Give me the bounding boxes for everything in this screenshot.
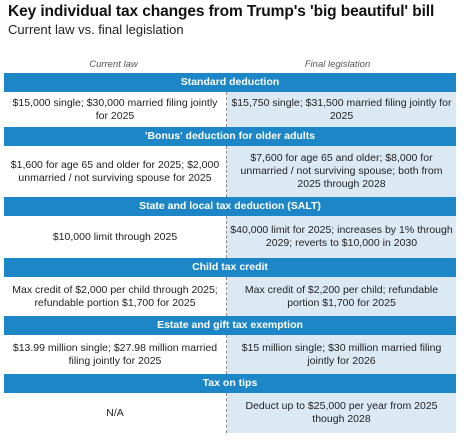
table-row: $15,000 single; $30,000 married filing j… — [4, 92, 456, 127]
page-subtitle: Current law vs. final legislation — [8, 22, 184, 37]
section-header-salt: State and local tax deduction (SALT) — [4, 197, 456, 216]
final-legislation-cell: $40,000 limit for 2025; increases by 1% … — [227, 216, 456, 258]
final-legislation-cell: Deduct up to $25,000 per year from 2025 … — [227, 393, 456, 433]
comparison-table: Standard deduction $15,000 single; $30,0… — [4, 73, 456, 433]
section-header-tax-on-tips: Tax on tips — [4, 374, 456, 393]
final-legislation-cell: Max credit of $2,200 per child; refundab… — [227, 277, 456, 316]
page-title: Key individual tax changes from Trump's … — [8, 3, 435, 20]
section-header-estate-gift-tax: Estate and gift tax exemption — [4, 316, 456, 335]
table-row: $10,000 limit through 2025 $40,000 limit… — [4, 216, 456, 258]
section-header-bonus-deduction: 'Bonus' deduction for older adults — [4, 127, 456, 146]
column-header-final-legislation: Final legislation — [304, 59, 371, 70]
current-law-cell: Max credit of $2,000 per child through 2… — [4, 277, 227, 316]
current-law-cell: N/A — [4, 393, 227, 433]
final-legislation-cell: $15 million single; $30 million married … — [227, 335, 456, 374]
section-header-child-tax-credit: Child tax credit — [4, 258, 456, 277]
current-law-cell: $1,600 for age 65 and older for 2025; $2… — [4, 146, 227, 197]
final-legislation-cell: $15,750 single; $31,500 married filing j… — [227, 92, 456, 127]
final-legislation-cell: $7,600 for age 65 and older; $8,000 for … — [227, 146, 456, 197]
current-law-cell: $15,000 single; $30,000 married filing j… — [4, 92, 227, 127]
table-row: $1,600 for age 65 and older for 2025; $2… — [4, 146, 456, 197]
table-row: Max credit of $2,000 per child through 2… — [4, 277, 456, 316]
current-law-cell: $13.99 million single; $27.98 million ma… — [4, 335, 227, 374]
table-row: $13.99 million single; $27.98 million ma… — [4, 335, 456, 374]
column-header-current-law: Current law — [89, 59, 138, 70]
table-row: N/A Deduct up to $25,000 per year from 2… — [4, 393, 456, 433]
section-header-standard-deduction: Standard deduction — [4, 73, 456, 92]
current-law-cell: $10,000 limit through 2025 — [4, 216, 227, 258]
